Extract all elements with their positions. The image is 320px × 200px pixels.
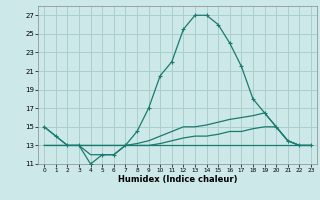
X-axis label: Humidex (Indice chaleur): Humidex (Indice chaleur) — [118, 175, 237, 184]
